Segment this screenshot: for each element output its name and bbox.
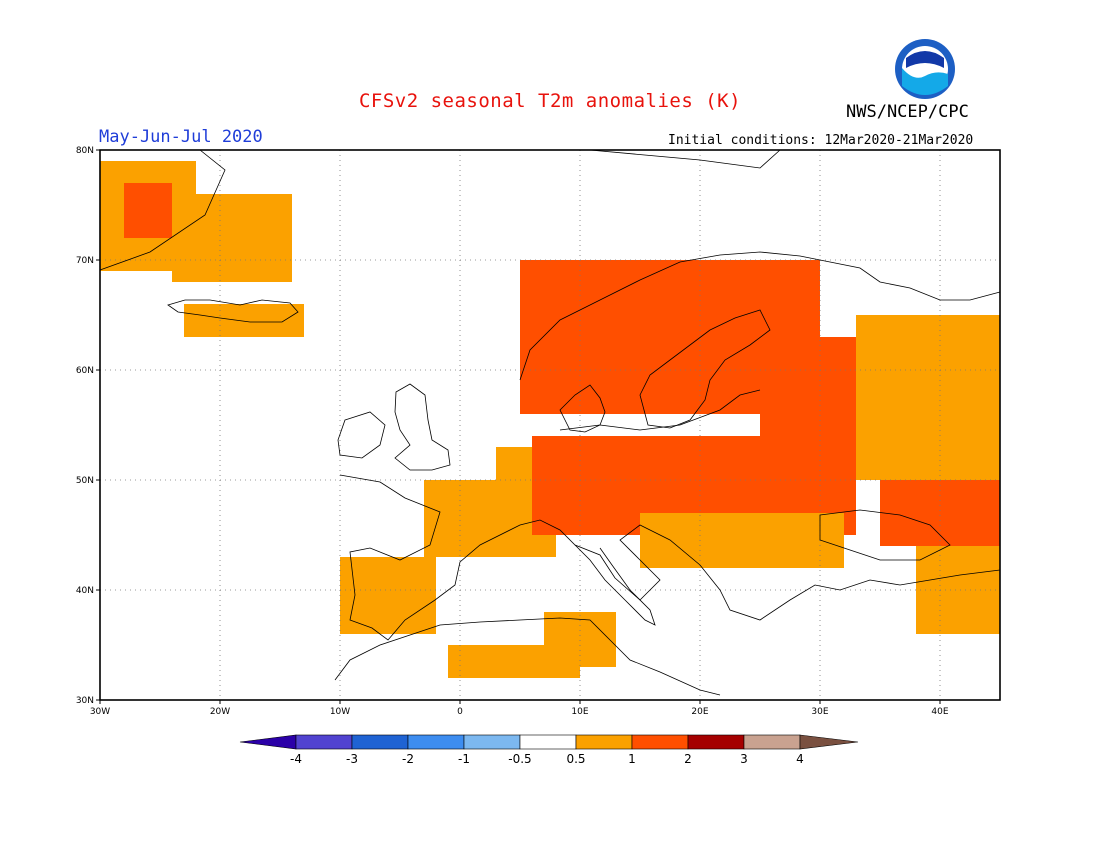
- colorbar-label: 3: [740, 752, 748, 766]
- colorbar-label: -4: [290, 752, 302, 766]
- colorbar-segment: [519, 734, 577, 750]
- grid-lines: [100, 150, 1000, 700]
- colorbar-label: -2: [402, 752, 414, 766]
- lon-tick-label: 30E: [811, 707, 828, 717]
- colorbar-label: 2: [684, 752, 692, 766]
- colorbar-segment: [295, 734, 353, 750]
- lat-tick-label: 80N: [76, 146, 94, 156]
- colorbar-under-arrow: [239, 734, 297, 750]
- anomaly-region-5: [544, 612, 616, 667]
- lon-tick-label: 20W: [210, 707, 230, 717]
- colorbar-segment: [407, 734, 465, 750]
- colorbar-segment: [631, 734, 689, 750]
- anomaly-region-6: [340, 557, 436, 634]
- colorbar-label: 1: [628, 752, 636, 766]
- colorbar-segment: [575, 734, 633, 750]
- colorbar-segment: [351, 734, 409, 750]
- anomaly-region-15: [916, 546, 1000, 634]
- anomaly-region-12: [856, 315, 1000, 480]
- colorbar-segment: [743, 734, 801, 750]
- colorbar-label: -1: [458, 752, 470, 766]
- anomaly-fill-layer: [100, 161, 1000, 678]
- colorbar-label: -0.5: [508, 752, 531, 766]
- lat-tick-label: 30N: [76, 696, 94, 706]
- colorbar-segment: [687, 734, 745, 750]
- anomaly-region-1: [124, 183, 172, 238]
- colorbar-label: -3: [346, 752, 358, 766]
- map-frame: [99, 149, 1001, 701]
- lon-tick-label: 40E: [931, 707, 948, 717]
- lon-tick-label: 0: [457, 707, 463, 717]
- period-label: May-Jun-Jul 2020: [99, 127, 263, 147]
- agency-label: NWS/NCEP/CPC: [846, 102, 969, 122]
- colorbar-label: 0.5: [566, 752, 585, 766]
- lat-tick-label: 60N: [76, 366, 94, 376]
- lat-tick-label: 40N: [76, 586, 94, 596]
- lat-tick-label: 50N: [76, 476, 94, 486]
- noaa-logo: [895, 39, 955, 99]
- initial-conditions-label: Initial conditions: 12Mar2020-21Mar2020: [668, 133, 974, 148]
- lat-tick-label: 70N: [76, 256, 94, 266]
- lon-tick-label: 10E: [571, 707, 588, 717]
- coastlines: [99, 149, 1001, 696]
- colorbar-segment: [463, 734, 521, 750]
- anomaly-region-3: [184, 304, 304, 337]
- anomaly-region-13: [880, 480, 1000, 546]
- lon-tick-label: 20E: [691, 707, 708, 717]
- colorbar-over-arrow: [799, 734, 859, 750]
- anomaly-region-2: [172, 194, 292, 282]
- lon-tick-label: 30W: [90, 707, 110, 717]
- colorbar: -4 -3 -2 -1 -0.5 0.5 1 2 3 4: [239, 734, 859, 766]
- anomaly-region-14: [640, 513, 844, 568]
- chart-title: CFSv2 seasonal T2m anomalies (K): [358, 90, 742, 112]
- colorbar-label: 4: [796, 752, 804, 766]
- anomaly-region-11: [760, 337, 856, 458]
- lon-tick-label: 10W: [330, 707, 350, 717]
